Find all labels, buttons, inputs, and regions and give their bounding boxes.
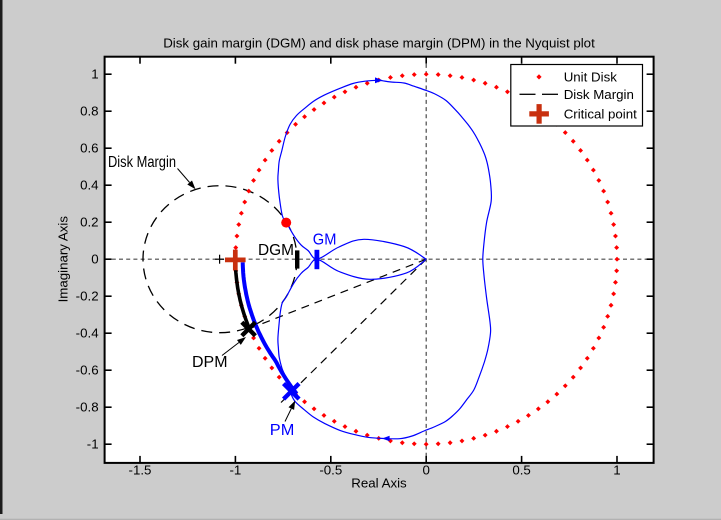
svg-text:GM: GM <box>313 232 337 249</box>
svg-text:-0.8: -0.8 <box>76 400 99 415</box>
svg-text:PM: PM <box>270 422 295 439</box>
svg-text:0: 0 <box>91 252 98 267</box>
svg-text:Disk gain margin (DGM) and dis: Disk gain margin (DGM) and disk phase ma… <box>163 36 595 51</box>
svg-text:-0.4: -0.4 <box>76 326 99 341</box>
svg-text:Critical point: Critical point <box>564 107 637 122</box>
svg-text:0.5: 0.5 <box>512 463 531 478</box>
svg-text:0.4: 0.4 <box>80 178 99 193</box>
svg-text:-0.2: -0.2 <box>76 289 99 304</box>
svg-text:-1.5: -1.5 <box>129 463 152 478</box>
svg-text:DGM: DGM <box>258 242 294 259</box>
svg-text:-0.6: -0.6 <box>76 363 99 378</box>
svg-text:0.6: 0.6 <box>80 141 99 156</box>
svg-text:0.8: 0.8 <box>80 104 99 119</box>
svg-text:-0.5: -0.5 <box>319 463 342 478</box>
svg-text:-1: -1 <box>87 437 99 452</box>
svg-text:Disk Margin: Disk Margin <box>108 154 176 171</box>
svg-text:Real Axis: Real Axis <box>351 476 407 491</box>
svg-text:1: 1 <box>91 67 98 82</box>
svg-text:DPM: DPM <box>192 354 228 371</box>
svg-text:-1: -1 <box>229 463 241 478</box>
svg-text:1: 1 <box>613 463 620 478</box>
svg-text:Imaginary Axis: Imaginary Axis <box>56 216 71 303</box>
svg-text:Disk Margin: Disk Margin <box>564 87 634 102</box>
svg-text:0.2: 0.2 <box>80 215 99 230</box>
svg-text:0: 0 <box>422 463 429 478</box>
svg-text:Unit Disk: Unit Disk <box>564 70 618 85</box>
